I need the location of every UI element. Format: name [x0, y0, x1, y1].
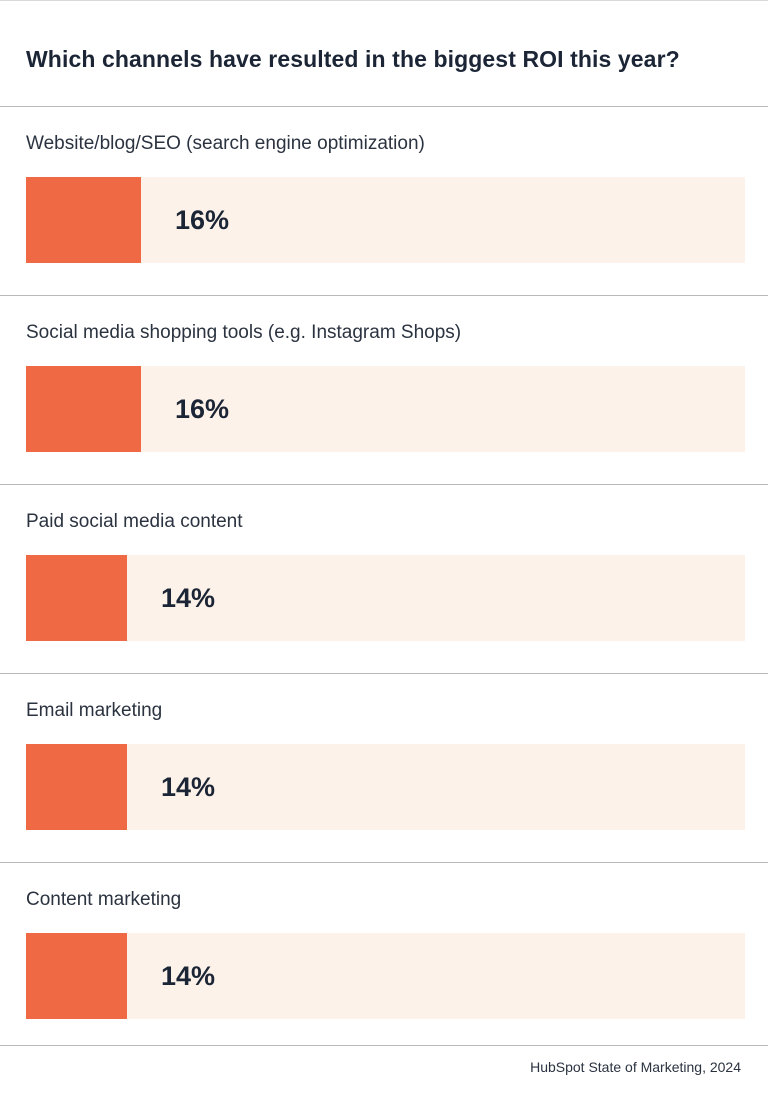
value-label: 14% — [161, 772, 216, 802]
source-note: HubSpot State of Marketing, 2024 — [530, 1059, 741, 1075]
bar — [26, 933, 127, 1019]
row-divider — [0, 1045, 768, 1046]
value-label: 16% — [175, 205, 230, 235]
row-divider — [0, 295, 768, 296]
chart-title: Which channels have resulted in the bigg… — [26, 46, 680, 72]
row-divider — [0, 106, 768, 107]
bar — [26, 177, 141, 263]
bar-track: 14% — [26, 744, 745, 830]
bar-track: 14% — [26, 555, 745, 641]
value-label: 14% — [161, 961, 216, 991]
bar-track: 16% — [26, 177, 745, 263]
row-divider — [0, 673, 768, 674]
top-border — [0, 0, 768, 1]
bar-track: 16% — [26, 366, 745, 452]
row-divider — [0, 484, 768, 485]
category-label: Email marketing — [26, 700, 163, 721]
value-label: 16% — [175, 394, 230, 424]
row-divider — [0, 862, 768, 863]
category-label: Content marketing — [26, 889, 182, 910]
bar — [26, 366, 141, 452]
bar — [26, 555, 127, 641]
value-label: 14% — [161, 583, 216, 613]
category-label: Paid social media content — [26, 511, 243, 532]
bar — [26, 744, 127, 830]
bar-track: 14% — [26, 933, 745, 1019]
category-label: Social media shopping tools (e.g. Instag… — [26, 322, 462, 343]
category-label: Website/blog/SEO (search engine optimiza… — [26, 133, 425, 154]
